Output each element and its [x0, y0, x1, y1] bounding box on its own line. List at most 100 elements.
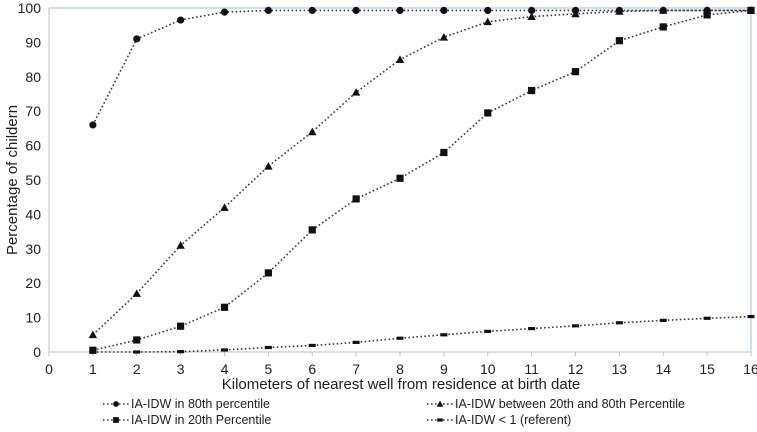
x-tick-label: 2 — [133, 361, 141, 377]
data-point — [484, 6, 492, 15]
data-point — [308, 226, 316, 234]
data-point — [395, 55, 405, 63]
data-point — [133, 35, 141, 43]
y-axis-title: Percentage of childern — [4, 105, 21, 255]
x-tick-label: 3 — [177, 361, 185, 377]
data-point — [440, 333, 448, 337]
x-tick-label: 7 — [352, 361, 360, 377]
y-tick-label: 0 — [33, 344, 41, 360]
series-3 — [89, 6, 755, 354]
legend-item: IA-IDW < 1 (referent) — [427, 413, 571, 427]
data-point — [483, 17, 492, 26]
x-tick-label: 9 — [440, 361, 448, 377]
legend: IA-IDW in 80th percentile IA-IDW in 20th … — [103, 397, 685, 427]
data-point — [571, 9, 580, 18]
series-lines — [88, 6, 756, 354]
legend-marker — [437, 418, 443, 422]
data-point — [176, 241, 185, 249]
data-point — [88, 330, 98, 339]
y-tick-label: 70 — [25, 103, 41, 119]
x-tick-label: 14 — [655, 361, 671, 377]
x-tick-label: 8 — [396, 361, 404, 377]
y-tick-label: 100 — [18, 0, 42, 16]
y-tick-label: 10 — [25, 310, 41, 326]
data-point — [615, 321, 623, 325]
y-tick-label: 50 — [25, 172, 41, 188]
data-point — [659, 6, 668, 14]
data-point — [177, 350, 185, 354]
x-tick-label: 16 — [743, 361, 757, 377]
data-point — [351, 88, 361, 96]
data-point — [440, 148, 448, 157]
axes: 0 1 2 3 4 5 6 7 8 9 10 11 12 13 14 15 160102030405060708… — [18, 0, 757, 377]
data-point — [177, 16, 185, 24]
data-point — [220, 8, 229, 16]
data-point — [440, 6, 448, 15]
data-point — [264, 345, 272, 350]
y-tick-label: 60 — [25, 138, 41, 154]
x-tick-label: 13 — [612, 361, 628, 377]
x-tick-label: 11 — [524, 361, 539, 377]
data-point — [572, 324, 579, 328]
y-tick-label: 30 — [25, 241, 41, 257]
x-tick-label: 5 — [264, 361, 272, 377]
legend-marker — [113, 401, 119, 407]
data-point — [659, 23, 667, 31]
legend-label: IA-IDW < 1 (referent) — [455, 413, 571, 427]
series-line — [92, 315, 752, 353]
data-point — [528, 86, 536, 95]
data-point — [89, 350, 97, 354]
series-4 — [89, 314, 755, 354]
data-point — [264, 6, 272, 15]
data-point — [439, 33, 449, 41]
x-axis-title: Kilometers of nearest well from residenc… — [222, 376, 581, 393]
data-point — [352, 195, 360, 203]
legend-marker — [436, 400, 444, 407]
data-point — [221, 348, 228, 352]
x-tick-label: 12 — [568, 361, 584, 377]
data-point — [177, 322, 185, 330]
data-point — [615, 37, 623, 45]
data-point — [89, 346, 97, 354]
data-point — [133, 350, 141, 354]
data-point — [352, 340, 360, 344]
legend-item: IA-IDW in 80th percentile — [103, 397, 270, 411]
data-point — [659, 318, 667, 322]
y-tick-label: 20 — [25, 275, 41, 291]
y-tick-label: 40 — [25, 206, 41, 222]
data-point — [484, 329, 492, 333]
legend-label: IA-IDW in 20th Percentile — [131, 413, 271, 427]
x-tick-label: 4 — [221, 361, 229, 377]
x-tick-label: 10 — [480, 361, 496, 377]
data-point — [220, 203, 229, 211]
data-point — [703, 11, 711, 19]
data-point — [264, 162, 273, 170]
data-point — [747, 6, 755, 15]
legend-label: IA-IDW between 20th and 80th Percentile — [455, 397, 685, 411]
y-tick-label: 80 — [25, 69, 41, 85]
data-point — [308, 343, 316, 348]
data-point — [308, 127, 317, 136]
data-point — [528, 327, 536, 331]
x-tick-label: 6 — [308, 361, 316, 377]
legend-marker — [113, 417, 119, 423]
data-point — [615, 7, 624, 15]
y-tick-label: 90 — [25, 34, 41, 50]
data-point — [484, 109, 492, 117]
data-point — [220, 303, 229, 311]
data-point — [747, 314, 755, 319]
data-point — [396, 336, 404, 340]
legend-label: IA-IDW in 80th percentile — [131, 397, 270, 411]
x-tick-label: 1 — [89, 361, 97, 377]
data-point — [133, 336, 141, 344]
data-point — [264, 269, 272, 277]
data-point — [527, 12, 536, 20]
data-point — [132, 289, 141, 297]
legend-item: IA-IDW in 20th Percentile — [103, 413, 271, 427]
data-point — [352, 6, 360, 15]
data-point — [89, 121, 97, 129]
data-point — [396, 174, 404, 182]
legend-item: IA-IDW between 20th and 80th Percentile — [427, 397, 685, 411]
